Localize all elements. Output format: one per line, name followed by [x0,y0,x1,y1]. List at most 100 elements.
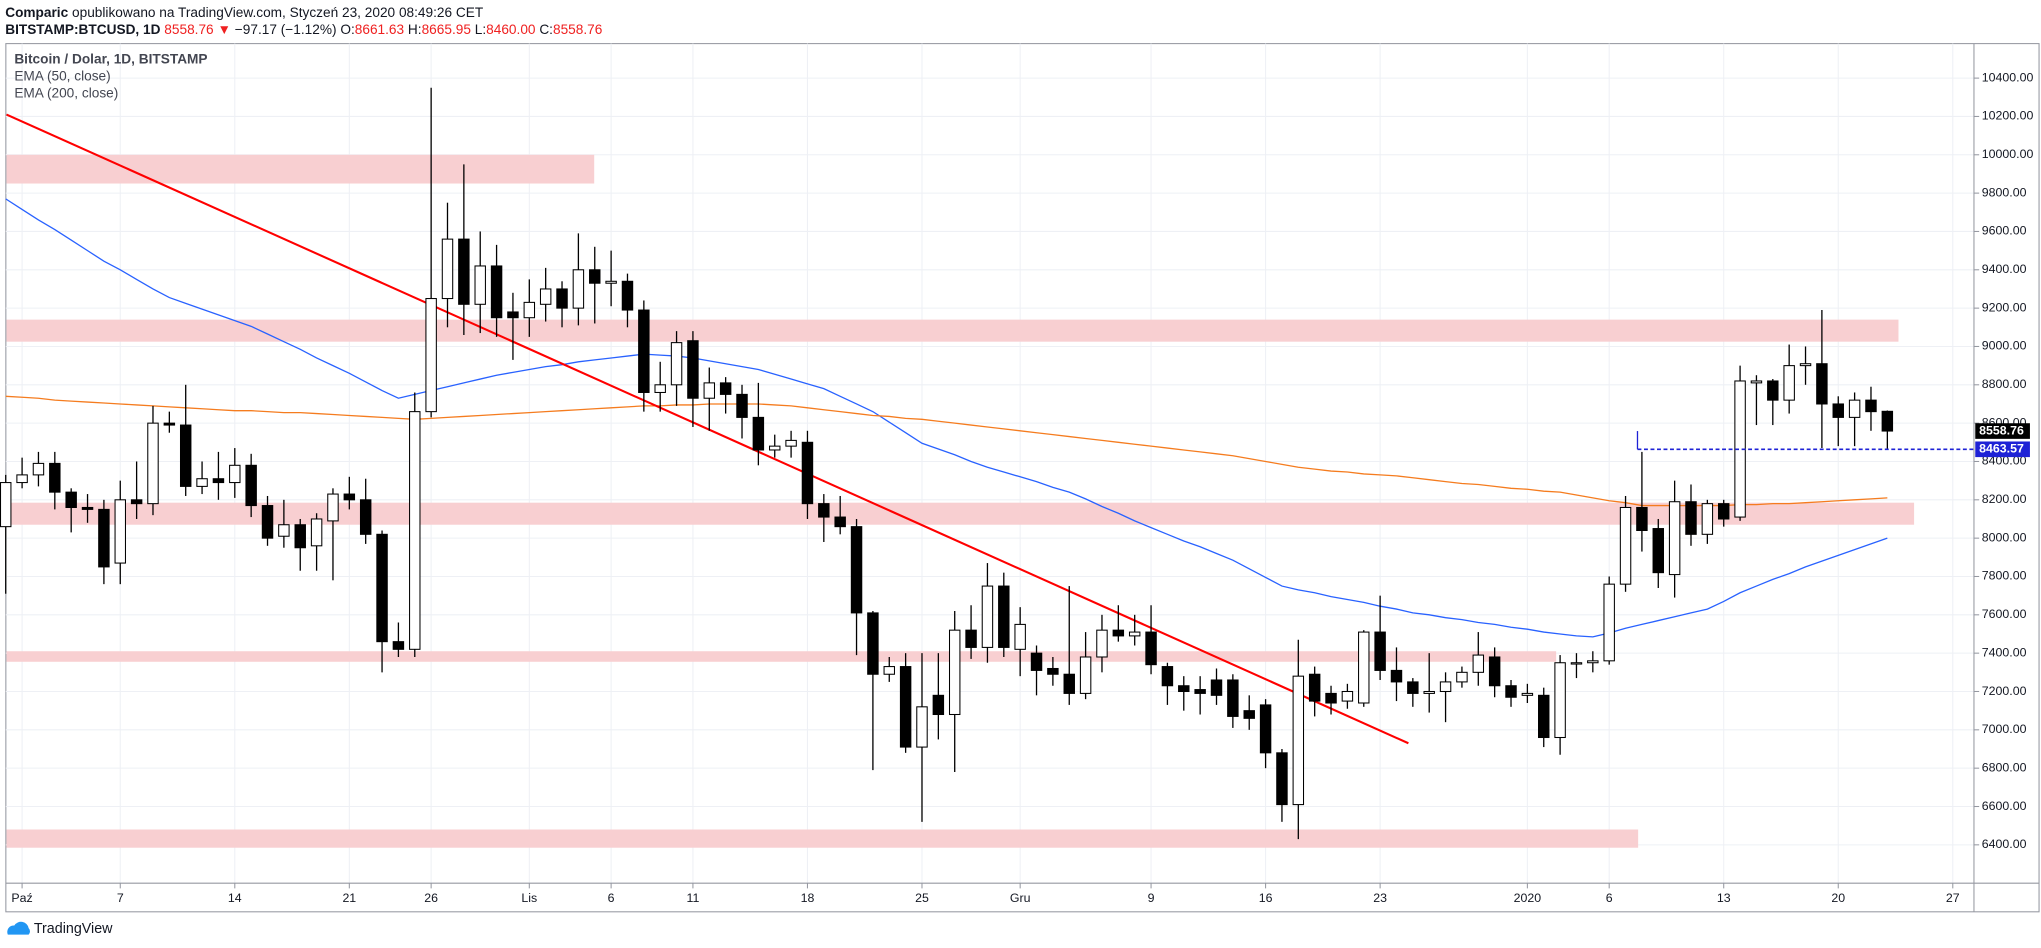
change-arrow: ▼ [217,22,231,37]
candle-body [1439,681,1452,693]
x-tick-label: Gru [1010,891,1031,905]
candle-body [409,411,421,650]
y-tick-label: 8200.00 [1982,492,2027,506]
candle-body [572,269,585,309]
published: opublikowano na TradingView.com, Styczeń… [72,5,484,20]
candle-body [1619,506,1632,585]
candle-body [801,441,814,505]
legend-entry: EMA (200, close) [14,85,118,100]
candle-body [1325,692,1337,704]
indicator-lines [5,113,1888,745]
candle-body [0,482,12,528]
x-tick-label: 18 [801,891,815,905]
candle-body [556,288,568,309]
candle-body [507,311,519,319]
x-tick-label: 25 [915,891,929,905]
symbol-line: BITSTAMP:BTCUSD, 1D 8558.76 ▼ −97.17 (−1… [5,22,602,37]
candle-body [229,464,241,484]
ohlc-label: C: [539,22,553,37]
x-tick-label: 26 [424,891,438,905]
candle-body [1030,652,1043,671]
candle-body [1881,410,1894,432]
ohlc-value: 8558.76 [553,22,602,37]
marker-price-label: 8463.57 [1979,442,2024,456]
candle-body [1341,690,1354,702]
candle-body [327,493,339,522]
candle-body [1112,629,1125,637]
candle-body [1685,501,1697,535]
ema-line [5,198,1888,638]
zone [6,154,595,184]
legend-entry: EMA (50, close) [14,68,110,83]
y-tick-label: 8400.00 [1982,454,2027,468]
candle-body [1848,399,1861,418]
candle-body [1210,679,1223,696]
candle-body [1799,363,1812,367]
y-tick-label: 9600.00 [1982,224,2027,238]
candle-body [114,499,126,564]
candle-body [163,422,176,426]
candle-body [965,629,977,648]
symbol: BITSTAMP:BTCUSD, 1D [5,22,160,37]
brand-logo [7,921,31,935]
candle-body [1407,681,1419,694]
x-tick-label: 6 [608,891,615,905]
candle-body [49,462,61,493]
candle-body [850,526,863,614]
candle-body [670,342,683,386]
legend-title: Bitcoin / Dolar, 1D, BITSTAMP [14,51,207,66]
ohlc-value: 8460.00 [486,22,536,37]
x-tick-label: 23 [1373,891,1387,905]
candle-body [1456,671,1468,683]
candle-body [343,493,356,501]
candle-body [1063,673,1075,694]
y-tick-label: 6800.00 [1982,760,2027,774]
candle-body [1636,506,1648,532]
candle-body [998,585,1010,648]
candle-body [376,533,388,643]
last-price-label: 8558.76 [1979,423,2024,437]
candle-body [1783,365,1795,401]
ema-line [5,395,1888,507]
candle-body [1047,667,1059,675]
candle-body [589,269,601,284]
candle-body [474,265,486,305]
candle-body [948,629,961,716]
candle-body [638,309,650,393]
candle-body [1243,710,1255,719]
candle-body [1096,629,1108,658]
x-tick-label: 27 [1946,891,1960,905]
y-tick-label: 7400.00 [1982,645,2027,659]
candle-body [785,439,797,447]
candle-body [1390,669,1403,683]
candle-body [1292,675,1305,806]
y-tick-label: 7600.00 [1982,607,2027,621]
candle-body [899,666,912,748]
candle-body [654,384,666,393]
footer: TradingView [7,921,113,937]
y-tick-label: 10000.00 [1982,147,2034,161]
x-tick-label: 14 [228,891,242,905]
candle-body [1259,704,1272,754]
candle-body [1472,654,1485,673]
candle-body [883,666,895,675]
y-tick-label: 7000.00 [1982,722,2027,736]
x-tick-label: 7 [117,891,124,905]
y-tick-label: 10200.00 [1982,109,2034,123]
candle-body [916,706,928,748]
y-tick-label: 7200.00 [1982,684,2027,698]
candle-body [1161,666,1174,687]
candle-body [1308,673,1321,702]
candle-body [212,478,225,484]
x-tick-label: Lis [521,891,537,905]
x-tick-label: 21 [342,891,356,905]
y-tick-label: 7800.00 [1982,569,2027,583]
candle-body [196,478,208,487]
candle-body [621,280,634,311]
candle-body [32,462,45,476]
candle-body [1374,631,1386,671]
candle-body [458,238,470,305]
candle-body [441,238,454,300]
y-tick-label: 9400.00 [1982,262,2027,276]
